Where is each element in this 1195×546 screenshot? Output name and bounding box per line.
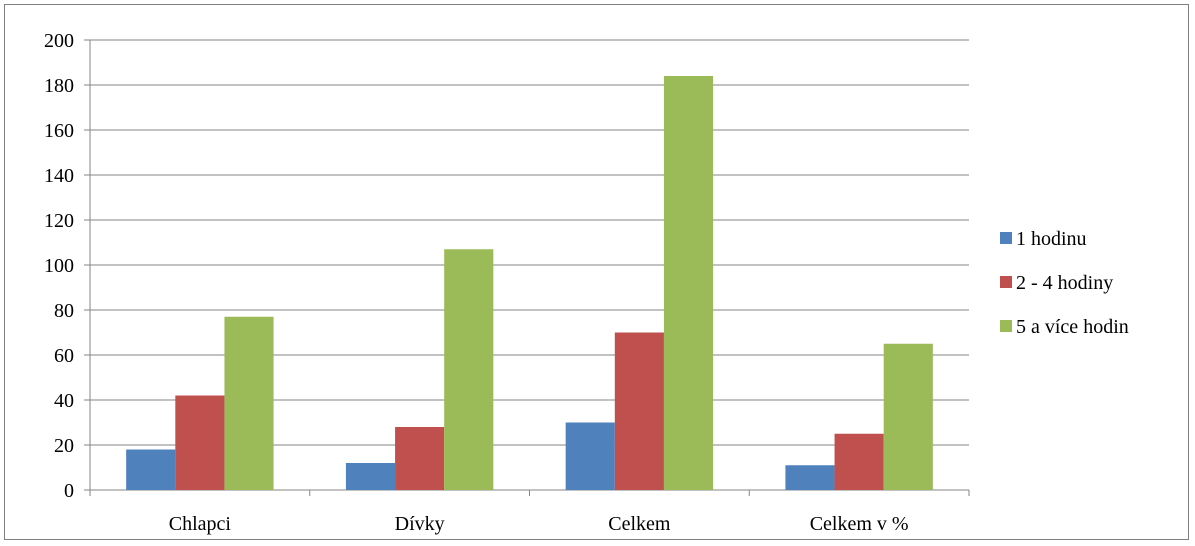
bar-celkem-series-3 xyxy=(663,76,714,490)
y-tick-label: 60 xyxy=(54,345,74,367)
x-tick-label: Celkem v % xyxy=(810,513,909,535)
bar-d-vky-series-2 xyxy=(395,427,445,490)
bar-celkem-v--series-1 xyxy=(785,465,835,490)
legend-swatch xyxy=(1000,320,1012,332)
y-tick-label: 80 xyxy=(54,300,74,322)
x-tick-label: Chlapci xyxy=(169,513,232,535)
y-tick-label: 120 xyxy=(44,210,74,232)
y-tick-label: 140 xyxy=(44,165,74,187)
bar-celkem-v--series-3 xyxy=(883,343,933,490)
bar-chlapci-series-1 xyxy=(126,449,176,490)
x-tick-label: Celkem xyxy=(608,513,671,535)
bar-chlapci-series-2 xyxy=(175,395,225,490)
y-tick-label: 20 xyxy=(54,435,74,457)
legend: 1 hodinu 2 - 4 hodiny 5 a více hodin xyxy=(1000,228,1129,338)
x-tick-label: Dívky xyxy=(395,513,445,535)
y-tick-label: 100 xyxy=(44,255,74,277)
y-tick-label: 180 xyxy=(44,75,74,97)
bar-celkem-series-2 xyxy=(614,332,664,490)
bar-d-vky-series-3 xyxy=(444,249,494,490)
y-tick-label: 0 xyxy=(64,480,74,502)
bar-d-vky-series-1 xyxy=(345,463,396,490)
y-tick-label: 40 xyxy=(54,390,74,412)
x-axis-tick-labels: Chlapci Dívky Celkem Celkem v % xyxy=(169,513,909,535)
y-tick-label: 200 xyxy=(44,30,74,52)
bar-celkem-series-1 xyxy=(565,422,615,490)
y-axis-tick-labels: 0 20 40 60 80 100 120 140 160 180 200 xyxy=(44,30,74,502)
legend-label: 5 a více hodin xyxy=(1016,316,1129,338)
legend-label: 1 hodinu xyxy=(1016,228,1087,250)
bars xyxy=(126,76,933,490)
y-tick-label: 160 xyxy=(44,120,74,142)
bar-chlapci-series-3 xyxy=(224,316,274,490)
bar-celkem-v--series-2 xyxy=(834,433,884,490)
legend-swatch xyxy=(1000,276,1012,288)
legend-label: 2 - 4 hodiny xyxy=(1016,272,1113,294)
legend-swatch xyxy=(1000,232,1012,244)
grid-lines xyxy=(90,39,969,446)
